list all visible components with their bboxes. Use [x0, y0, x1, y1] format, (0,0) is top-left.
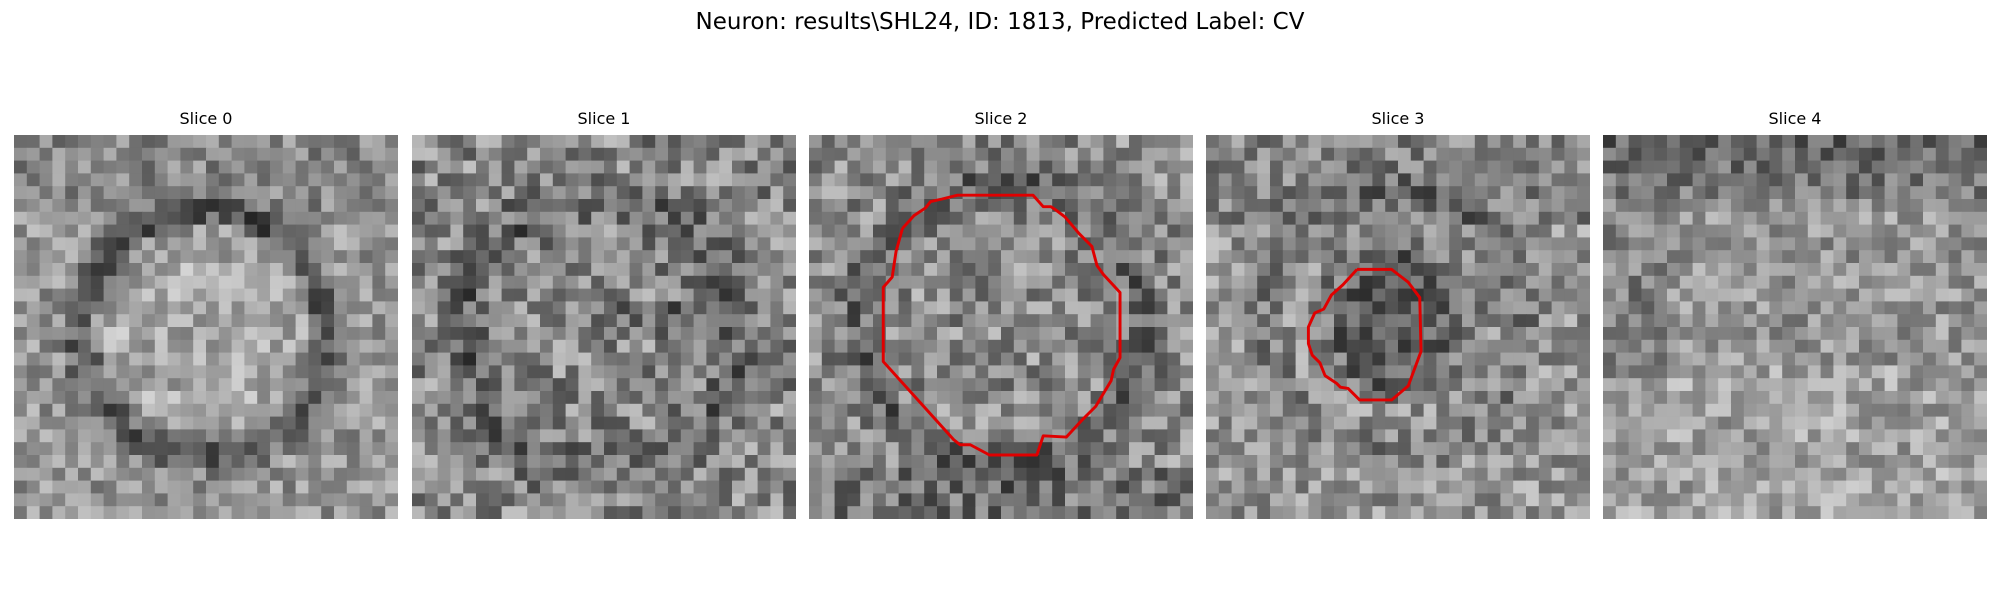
slice-image — [809, 135, 1193, 519]
slice-image — [14, 135, 398, 519]
pixel-grid — [1206, 135, 1590, 519]
slice-title: Slice 3 — [1371, 109, 1425, 128]
pixel-grid — [412, 135, 796, 519]
slice-panel-0: Slice 0 — [14, 108, 398, 520]
pixel-grid — [14, 135, 398, 519]
slice-image — [1206, 135, 1590, 519]
page-title: Neuron: results\SHL24, ID: 1813, Predict… — [695, 9, 1305, 35]
slice-title: Slice 0 — [179, 109, 233, 128]
slice-panel-2: Slice 2 — [809, 108, 1193, 520]
slice-title: Slice 1 — [577, 109, 631, 128]
slice-image — [412, 135, 796, 519]
slice-title: Slice 4 — [1768, 109, 1822, 128]
pixel-grid — [1603, 135, 1987, 519]
slice-panel-4: Slice 4 — [1603, 108, 1987, 520]
pixel-grid — [809, 135, 1193, 519]
slice-panel-3: Slice 3 — [1206, 108, 1590, 520]
slice-image — [1603, 135, 1987, 519]
slice-panel-1: Slice 1 — [412, 108, 796, 520]
slice-title: Slice 2 — [974, 109, 1028, 128]
